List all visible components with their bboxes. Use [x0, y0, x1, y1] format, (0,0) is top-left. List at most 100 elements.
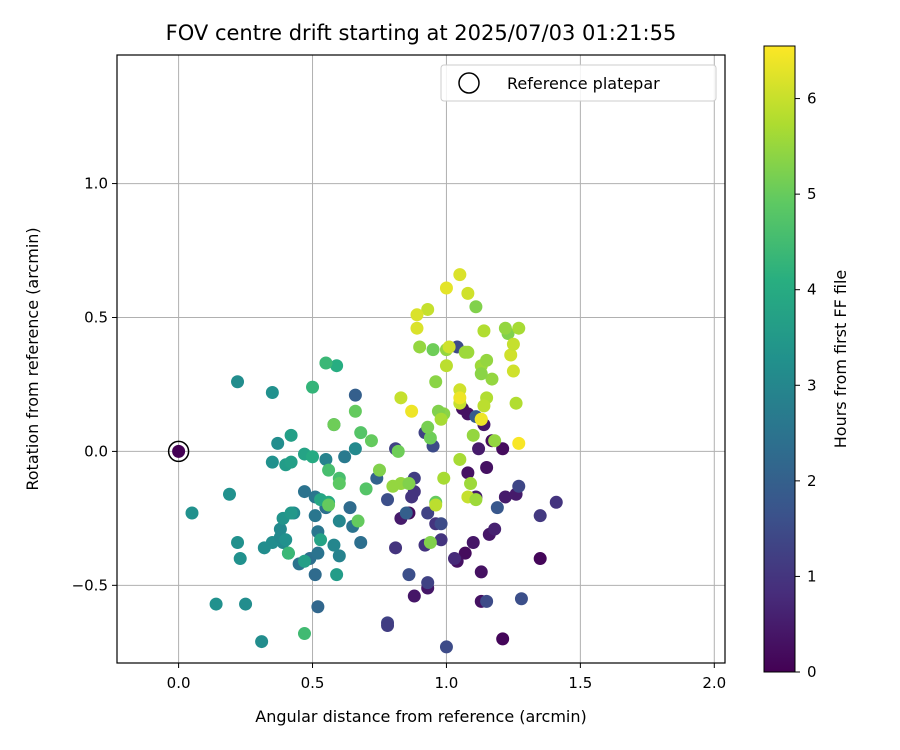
data-point — [421, 506, 435, 520]
data-point — [255, 635, 269, 649]
x-tick-label: 0.0 — [167, 674, 191, 692]
data-point — [348, 442, 362, 456]
reference-marker — [167, 440, 190, 463]
data-point — [480, 353, 494, 367]
data-point — [308, 509, 322, 523]
colorbar-label: Hours from first FF file — [831, 270, 850, 449]
data-point — [381, 619, 395, 633]
grid-lines — [117, 55, 725, 663]
data-point — [477, 324, 491, 338]
data-point — [330, 568, 344, 582]
data-point — [233, 552, 247, 566]
data-point — [231, 535, 245, 549]
colorbar-ticks: 0 1 2 3 4 5 6 — [795, 90, 817, 681]
x-axis-label: Angular distance from reference (arcmin) — [255, 707, 586, 726]
data-point — [185, 506, 199, 520]
data-point — [474, 367, 488, 381]
x-axis-ticks: 0.0 0.5 1.0 1.5 2.0 — [167, 663, 726, 692]
data-point — [322, 498, 336, 512]
data-point — [434, 533, 448, 547]
data-point — [434, 412, 448, 426]
data-point — [222, 487, 236, 501]
data-point — [389, 541, 403, 555]
data-point — [332, 477, 346, 491]
data-point — [461, 345, 475, 359]
data-point — [402, 477, 416, 491]
data-point — [284, 455, 298, 469]
data-point — [469, 300, 483, 314]
data-point — [488, 434, 502, 448]
data-point — [399, 506, 413, 520]
data-point — [549, 495, 563, 509]
colorbar-tick-label: 3 — [807, 376, 817, 394]
data-point — [327, 418, 341, 432]
data-point — [442, 340, 456, 354]
plot-frame — [116, 54, 726, 664]
data-point — [314, 533, 328, 547]
data-point — [437, 471, 451, 485]
data-point — [330, 359, 344, 373]
data-point — [512, 479, 526, 493]
data-point — [496, 442, 510, 456]
data-point — [405, 404, 419, 418]
data-point — [421, 576, 435, 590]
x-tick-label: 2.0 — [702, 674, 726, 692]
data-point — [311, 546, 325, 560]
data-point — [439, 359, 453, 373]
data-point — [343, 501, 357, 515]
data-point — [239, 597, 253, 611]
x-tick-label: 1.5 — [568, 674, 592, 692]
data-point — [394, 391, 408, 405]
legend-marker-icon — [458, 72, 480, 94]
data-point — [359, 482, 373, 496]
data-point — [413, 340, 427, 354]
data-point — [281, 546, 295, 560]
data-point — [439, 281, 453, 295]
data-point — [231, 375, 245, 389]
data-point — [410, 321, 424, 335]
data-point — [354, 426, 368, 440]
data-point — [410, 308, 424, 322]
data-point — [469, 493, 483, 507]
data-point — [453, 452, 467, 466]
data-point — [284, 506, 298, 520]
data-point — [480, 594, 494, 608]
data-point — [439, 640, 453, 654]
data-point — [458, 546, 472, 560]
data-point — [351, 514, 365, 528]
data-point — [421, 302, 435, 316]
data-point — [391, 444, 405, 458]
data-point — [265, 455, 279, 469]
x-tick-label: 1.0 — [435, 674, 459, 692]
x-tick-label: 0.5 — [301, 674, 325, 692]
data-point — [498, 490, 512, 504]
data-point — [297, 554, 311, 568]
colorbar-tick-label: 1 — [807, 567, 817, 585]
chart-title: FOV centre drift starting at 2025/07/03 … — [166, 21, 677, 45]
data-point — [297, 485, 311, 499]
data-point — [209, 597, 223, 611]
data-point — [372, 463, 386, 477]
data-point — [332, 514, 346, 528]
y-tick-label: −0.5 — [72, 576, 108, 594]
data-point — [426, 343, 440, 357]
legend: Reference platepar — [440, 64, 717, 102]
colorbar-tick-label: 5 — [807, 185, 817, 203]
legend-box — [440, 64, 717, 102]
legend-label: Reference platepar — [507, 74, 660, 93]
data-point — [533, 552, 547, 566]
data-point — [512, 436, 526, 450]
data-point — [332, 549, 346, 563]
data-point — [453, 391, 467, 405]
data-point — [348, 388, 362, 402]
data-point — [496, 632, 510, 646]
data-point — [407, 589, 421, 603]
data-point — [306, 450, 320, 464]
data-point — [466, 535, 480, 549]
data-point — [306, 380, 320, 394]
data-point — [453, 268, 467, 282]
y-tick-label: 1.0 — [84, 175, 108, 193]
data-point — [474, 412, 488, 426]
data-point — [488, 522, 502, 536]
